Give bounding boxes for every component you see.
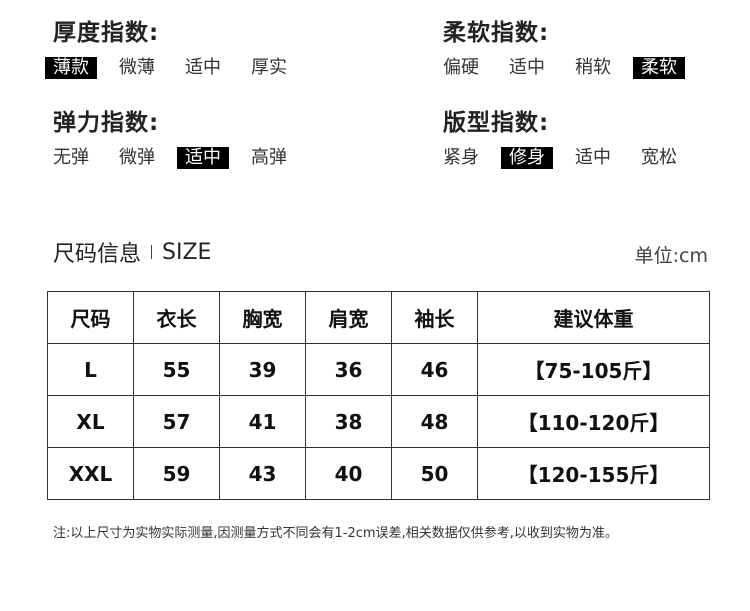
- index-option-selected: 修身: [501, 147, 575, 169]
- table-header-row: 尺码 衣长 胸宽 肩宽 袖长 建议体重: [47, 291, 710, 344]
- table-header-cell: 建议体重: [477, 291, 710, 344]
- size-title-en: SIZE: [162, 239, 212, 265]
- index-option: 偏硬: [443, 57, 509, 79]
- option-label: 适中: [185, 57, 221, 78]
- table-header-cell: 肩宽: [305, 291, 392, 344]
- option-label: 柔软: [633, 57, 685, 79]
- option-label: 适中: [509, 57, 545, 78]
- table-cell: 48: [391, 395, 478, 448]
- table-row: XL 57 41 38 48 【110-120斤】: [47, 395, 710, 448]
- table-cell: 50: [391, 447, 478, 500]
- index-option-selected: 薄款: [45, 57, 119, 79]
- table-cell: 59: [133, 447, 220, 500]
- table-cell: 36: [305, 343, 392, 396]
- index-option: 高弹: [251, 147, 317, 169]
- size-title-cn: 尺码信息: [53, 242, 142, 267]
- index-option: 无弹: [53, 147, 119, 169]
- option-label: 微弹: [119, 147, 155, 168]
- option-label: 修身: [501, 147, 553, 169]
- option-label: 偏硬: [443, 57, 479, 78]
- table-cell: 43: [219, 447, 306, 500]
- table-cell: 57: [133, 395, 220, 448]
- table-header-cell: 尺码: [47, 291, 134, 344]
- table-cell: 39: [219, 343, 306, 396]
- index-title: 弹力指数:: [53, 110, 160, 136]
- index-title: 柔软指数:: [443, 20, 550, 46]
- index-option: 紧身: [443, 147, 509, 169]
- option-label: 紧身: [443, 147, 479, 168]
- size-table: 尺码 衣长 胸宽 肩宽 袖长 建议体重 L 55 39 36 46 【75-105斤】 XL 57 41 38…: [47, 291, 710, 500]
- table-header-cell: 衣长: [133, 291, 220, 344]
- index-option: 稍软: [575, 57, 641, 79]
- option-label: 适中: [177, 147, 229, 169]
- table-cell: 【110-120斤】: [477, 395, 710, 448]
- index-option: 微薄: [119, 57, 185, 79]
- option-label: 适中: [575, 147, 611, 168]
- index-title: 版型指数:: [443, 110, 550, 136]
- index-options: 无弹 微弹 适中 高弹: [53, 147, 317, 169]
- table-cell: L: [47, 343, 134, 396]
- option-label: 稍软: [575, 57, 611, 78]
- table-row: L 55 39 36 46 【75-105斤】: [47, 343, 710, 396]
- index-option: 适中: [185, 57, 251, 79]
- index-options: 紧身 修身 适中 宽松: [443, 147, 707, 169]
- index-option-selected: 柔软: [633, 57, 707, 79]
- option-label: 高弹: [251, 147, 287, 168]
- table-cell: 38: [305, 395, 392, 448]
- measurement-note: 注:以上尺寸为实物实际测量,因测量方式不同会有1-2cm误差,相关数据仅供参考,…: [53, 526, 618, 541]
- table-cell: 40: [305, 447, 392, 500]
- option-label: 宽松: [641, 147, 677, 168]
- table-header-cell: 袖长: [391, 291, 478, 344]
- index-options: 薄款 微薄 适中 厚实: [45, 57, 317, 79]
- size-section-title: 尺码信息 SIZE: [53, 236, 211, 268]
- title-divider: [151, 245, 153, 259]
- table-cell: 46: [391, 343, 478, 396]
- index-option: 适中: [575, 147, 641, 169]
- option-label: 薄款: [45, 57, 97, 79]
- option-label: 厚实: [251, 57, 287, 78]
- index-option: 宽松: [641, 147, 707, 169]
- index-option: 适中: [509, 57, 575, 79]
- table-cell: XXL: [47, 447, 134, 500]
- index-option: 厚实: [251, 57, 317, 79]
- option-label: 微薄: [119, 57, 155, 78]
- index-option-selected: 适中: [177, 147, 251, 169]
- option-label: 无弹: [53, 147, 89, 168]
- unit-label: 单位:cm: [634, 245, 708, 267]
- table-cell: 41: [219, 395, 306, 448]
- table-cell: XL: [47, 395, 134, 448]
- table-cell: 【120-155斤】: [477, 447, 710, 500]
- index-option: 微弹: [119, 147, 185, 169]
- table-header-cell: 胸宽: [219, 291, 306, 344]
- table-cell: 【75-105斤】: [477, 343, 710, 396]
- index-title: 厚度指数:: [53, 20, 160, 46]
- table-cell: 55: [133, 343, 220, 396]
- table-row: XXL 59 43 40 50 【120-155斤】: [47, 447, 710, 500]
- index-options: 偏硬 适中 稍软 柔软: [443, 57, 707, 79]
